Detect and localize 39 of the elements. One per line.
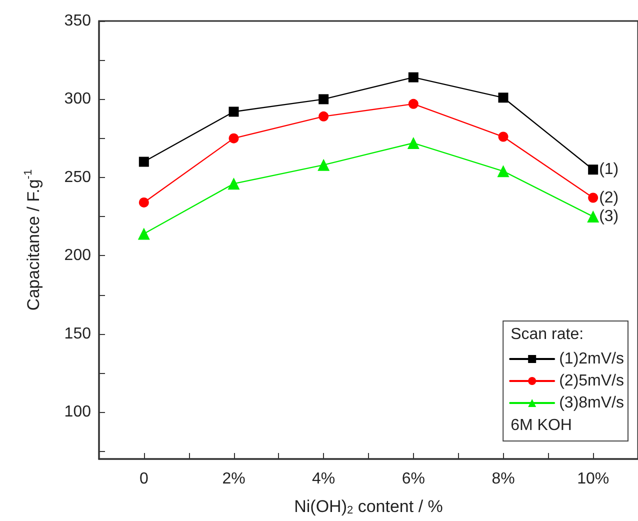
y-tick-label: 300 [64, 90, 92, 108]
point [407, 137, 420, 150]
point [497, 165, 510, 178]
x-tick-label: 8% [492, 470, 515, 488]
point [408, 72, 418, 82]
point [138, 197, 149, 208]
point [587, 210, 600, 223]
y-axis-title: Capacitance / F.g-1 [22, 169, 43, 311]
point [318, 158, 330, 171]
point [318, 111, 329, 122]
point [138, 156, 149, 167]
x-tick-label: 2% [222, 470, 246, 488]
legend-label: (1)2mV/s [559, 350, 624, 368]
point [228, 133, 239, 144]
x-tick-label: 10% [577, 470, 610, 488]
annotation: 6M KOH [510, 417, 572, 434]
point [588, 164, 598, 175]
point [138, 228, 150, 240]
x-tick-label: 6% [402, 470, 425, 488]
y-tick-label: 350 [64, 12, 92, 30]
x-tick-label: 4% [312, 470, 336, 488]
point [498, 132, 508, 142]
point [498, 92, 508, 103]
point [228, 178, 240, 190]
y-tick-label: 150 [64, 325, 92, 342]
annotation: (2) [599, 189, 619, 206]
point [228, 106, 239, 117]
point [318, 94, 329, 104]
y-tick-label: 100 [64, 404, 92, 421]
y-tick-label: 250 [64, 168, 92, 186]
annotation: (1) [599, 161, 619, 178]
x-tick-label: 0 [139, 470, 148, 488]
legend-title: Scan rate: [510, 326, 584, 343]
legend-label: (3)8mV/s [559, 394, 624, 412]
annotation: (3) [599, 208, 619, 226]
y-tick-label: 200 [64, 247, 92, 264]
point [408, 98, 418, 109]
point [588, 192, 598, 203]
legend-label: (2)5mV/s [559, 372, 624, 390]
